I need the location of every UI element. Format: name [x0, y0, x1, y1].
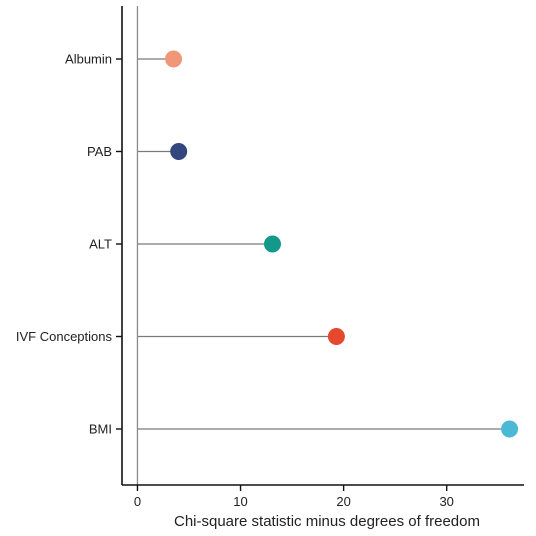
dot-bmi	[501, 420, 519, 438]
x-axis-title: Chi-square statistic minus degrees of fr…	[174, 513, 480, 530]
dot-pab	[170, 143, 188, 160]
x-axis-ticks: 0 10 20 30	[134, 485, 454, 509]
y-label-ivf-conceptions: IVF Conceptions	[16, 329, 113, 344]
y-label-albumin: Albumin	[65, 52, 112, 67]
y-label-alt: ALT	[89, 237, 112, 252]
y-axis-labels: Albumin PAB ALT IVF Conceptions BMI	[16, 52, 122, 437]
x-tick-label-10: 10	[233, 494, 247, 509]
x-tick-label-0: 0	[134, 494, 141, 509]
stems	[137, 58, 510, 430]
dot-alt	[263, 235, 281, 253]
dot-ivf-conceptions	[327, 328, 345, 345]
y-label-pab: PAB	[87, 144, 112, 159]
dots	[165, 50, 519, 438]
x-tick-label-20: 20	[336, 494, 350, 509]
x-tick-label-30: 30	[439, 494, 453, 509]
dot-albumin	[165, 50, 183, 68]
y-label-bmi: BMI	[89, 422, 112, 437]
